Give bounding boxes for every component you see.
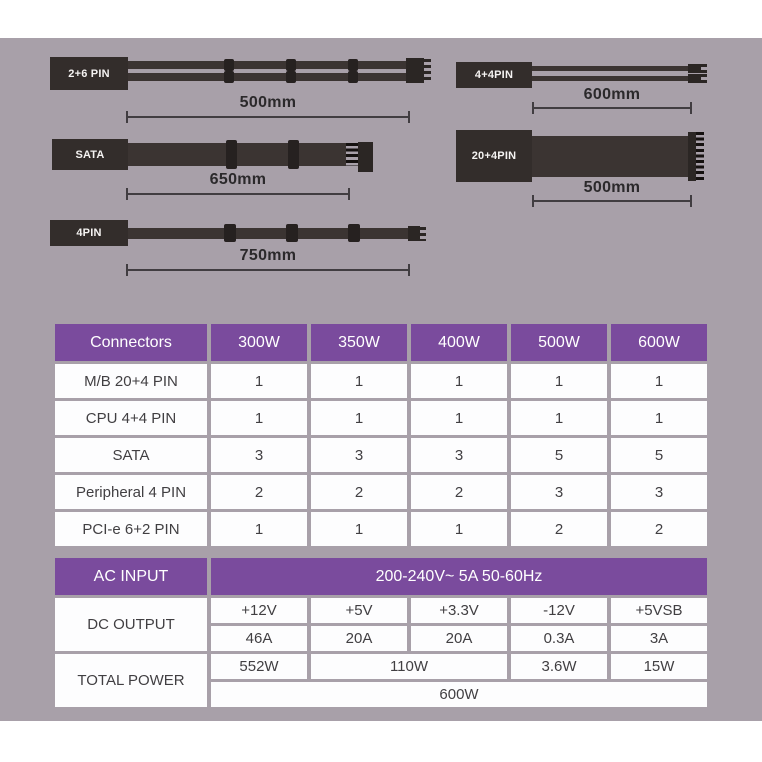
wattage: 552W [211, 654, 307, 679]
cell: 2 [211, 475, 307, 509]
row-label: CPU 4+4 PIN [55, 401, 207, 435]
cell: 1 [311, 401, 407, 435]
cell: 1 [511, 401, 607, 435]
current: 20A [311, 626, 407, 651]
cell: 5 [511, 438, 607, 472]
ac-input-label: AC INPUT [55, 558, 207, 595]
table-row: M/B 20+4 PIN 1 1 1 1 1 [55, 364, 707, 398]
total-power-label: TOTAL POWER [55, 654, 207, 707]
wattage: 15W [611, 654, 708, 679]
table-row: Peripheral 4 PIN 2 2 2 3 3 [55, 475, 707, 509]
row-label: M/B 20+4 PIN [55, 364, 207, 398]
rail: +3.3V [411, 598, 507, 623]
wattage: 110W [311, 654, 507, 679]
table-header-row: Connectors 300W 350W 400W 500W 600W [55, 324, 707, 361]
current: 46A [211, 626, 307, 651]
dc-currents-row: 46A 20A 20A 0.3A 3A [55, 626, 708, 651]
col-header-500w: 500W [511, 324, 607, 361]
rail: +5V [311, 598, 407, 623]
cell: 2 [511, 512, 607, 546]
cell: 2 [611, 512, 707, 546]
ac-input-value: 200-240V~ 5A 50-60Hz [211, 558, 708, 595]
cell: 1 [311, 364, 407, 398]
power-spec-table: AC INPUT 200-240V~ 5A 50-60Hz DC OUTPUT … [51, 555, 711, 710]
rail: +5VSB [611, 598, 708, 623]
cell: 3 [611, 475, 707, 509]
cell: 1 [411, 364, 507, 398]
cell: 3 [411, 438, 507, 472]
cell: 2 [411, 475, 507, 509]
cell: 1 [211, 364, 307, 398]
dc-rails-row: DC OUTPUT +12V +5V +3.3V -12V +5VSB [55, 598, 708, 651]
col-header-300w: 300W [211, 324, 307, 361]
col-header-600w: 600W [611, 324, 707, 361]
col-header-connectors: Connectors [55, 324, 207, 361]
ac-input-row: AC INPUT 200-240V~ 5A 50-60Hz [55, 558, 708, 595]
total-wattage-row: 600W [55, 682, 708, 707]
cell: 3 [511, 475, 607, 509]
current: 20A [411, 626, 507, 651]
cell: 1 [311, 512, 407, 546]
wattage-row: TOTAL POWER 552W 110W 3.6W 15W [55, 654, 708, 707]
cell: 1 [211, 401, 307, 435]
cell: 1 [511, 364, 607, 398]
table-row: PCI-e 6+2 PIN 1 1 1 2 2 [55, 512, 707, 546]
cell: 3 [211, 438, 307, 472]
row-label: PCI-e 6+2 PIN [55, 512, 207, 546]
row-label: SATA [55, 438, 207, 472]
cell: 2 [311, 475, 407, 509]
cell: 1 [411, 512, 507, 546]
cell: 5 [611, 438, 707, 472]
table-row: SATA 3 3 3 5 5 [55, 438, 707, 472]
cell: 1 [611, 364, 707, 398]
col-header-350w: 350W [311, 324, 407, 361]
rail: -12V [511, 598, 607, 623]
cell: 1 [211, 512, 307, 546]
cell: 1 [411, 401, 507, 435]
cell: 3 [311, 438, 407, 472]
dc-output-label: DC OUTPUT [55, 598, 207, 651]
row-label: Peripheral 4 PIN [55, 475, 207, 509]
col-header-400w: 400W [411, 324, 507, 361]
total-wattage: 600W [211, 682, 708, 707]
cell: 1 [611, 401, 707, 435]
current: 3A [611, 626, 708, 651]
rail: +12V [211, 598, 307, 623]
current: 0.3A [511, 626, 607, 651]
connector-count-table: Connectors 300W 350W 400W 500W 600W M/B … [51, 321, 711, 549]
table-row: CPU 4+4 PIN 1 1 1 1 1 [55, 401, 707, 435]
wattage: 3.6W [511, 654, 607, 679]
